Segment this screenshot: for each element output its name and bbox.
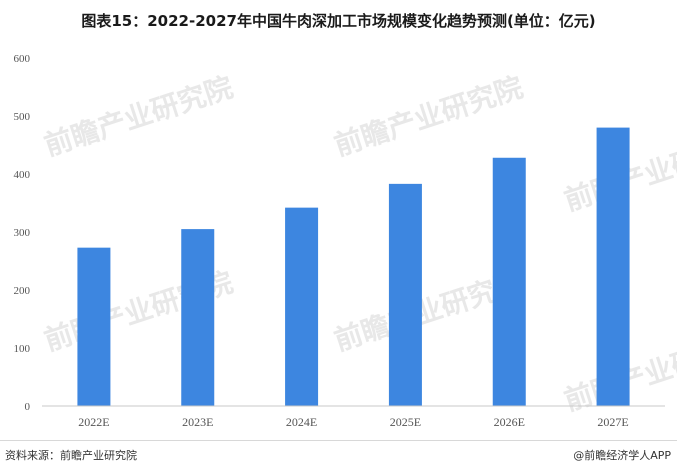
y-tick-label: 0: [25, 401, 31, 413]
brand-label: @前瞻经济学人APP: [573, 449, 671, 462]
bar-chart: 0 100 200 300 400 500 600 2022E 2023E 2024E 2025E…: [14, 53, 665, 429]
x-tick-label: 2022E: [78, 415, 109, 429]
source-note: 资料来源：前瞻产业研究院: [5, 449, 137, 462]
x-tick-label: 2024E: [286, 415, 317, 429]
bar-2027E: [596, 127, 630, 406]
bar-2024E: [285, 207, 319, 406]
y-tick-label: 400: [14, 169, 31, 181]
y-tick-label: 600: [14, 53, 31, 65]
bars: [77, 127, 630, 406]
y-axis-ticks: 0 100 200 300 400 500 600: [14, 53, 31, 413]
x-tick-label: 2023E: [182, 415, 213, 429]
y-tick-label: 200: [14, 285, 31, 297]
bar-2023E: [181, 229, 215, 406]
bar-2026E: [492, 157, 526, 406]
x-tick-label: 2027E: [597, 415, 628, 429]
footer: 资料来源：前瞻产业研究院 @前瞻经济学人APP: [0, 440, 677, 476]
bar-2022E: [77, 247, 111, 406]
chart-title: 图表15：2022-2027年中国牛肉深加工市场规模变化趋势预测(单位：亿元): [81, 12, 596, 30]
y-tick-label: 300: [14, 227, 31, 239]
y-tick-label: 100: [14, 343, 31, 355]
x-tick-label: 2026E: [494, 415, 525, 429]
x-axis-ticks: 2022E 2023E 2024E 2025E 2026E 2027E: [78, 415, 629, 429]
y-tick-label: 500: [14, 111, 31, 123]
bar-2025E: [388, 183, 422, 406]
x-tick-label: 2025E: [390, 415, 421, 429]
